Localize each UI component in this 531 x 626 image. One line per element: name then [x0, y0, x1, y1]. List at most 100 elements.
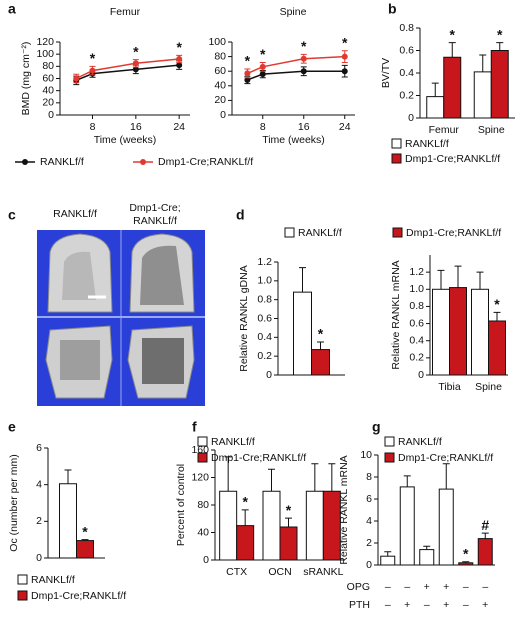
panel-letter: c: [8, 207, 16, 223]
significance-mark: *: [450, 26, 456, 42]
legend-swatch: [197, 436, 208, 447]
y-axis-label: BMD (mg cm⁻²): [20, 42, 32, 116]
y-tick-label: 0: [48, 109, 54, 121]
y-tick-label: 40: [42, 84, 54, 96]
bar: [311, 349, 330, 376]
y-tick-label: 0.2: [409, 352, 424, 364]
row-value: –: [463, 599, 469, 611]
x-axis-label: Time (weeks): [262, 134, 325, 146]
x-tick-label: Spine: [475, 381, 502, 393]
y-tick-label: 0: [408, 112, 414, 124]
data-point: [89, 67, 96, 74]
legend-label: Dmp1-Cre;RANKLf/f: [158, 156, 253, 168]
y-tick-label: 0.6: [409, 317, 424, 329]
significance-mark: #: [481, 517, 489, 533]
y-tick-label: 0.6: [399, 44, 414, 56]
error-bar: [311, 463, 319, 492]
data-point: [176, 62, 183, 69]
series-line: [247, 70, 345, 81]
y-tick-label: 0: [266, 369, 272, 381]
row-value: +: [482, 599, 488, 611]
row-value: +: [443, 599, 449, 611]
bar: [443, 56, 462, 119]
error-bar: [437, 269, 445, 290]
error-bar: [328, 463, 336, 492]
row-value: –: [385, 599, 391, 611]
significance-mark: *: [342, 34, 348, 50]
data-point: [244, 76, 251, 83]
y-axis-label: Percent of control: [175, 464, 187, 546]
row-value: –: [404, 581, 410, 593]
bar: [59, 483, 77, 559]
y-tick-label: 80: [197, 499, 209, 511]
significance-mark: *: [242, 494, 248, 510]
y-tick-label: 0.2: [399, 89, 414, 101]
y-tick-label: 4: [36, 478, 42, 490]
error-bar: [299, 267, 306, 293]
x-tick-label: 8: [260, 121, 266, 133]
error-bar: [423, 545, 431, 550]
error-bar: [64, 469, 72, 484]
x-tick-label: Tibia: [438, 381, 461, 393]
image-label: RANKLf/f: [53, 208, 97, 220]
y-tick-label: 0.8: [399, 22, 414, 34]
y-tick-label: 4: [366, 515, 372, 527]
significance-mark: *: [133, 43, 139, 59]
y-tick-label: 0: [203, 554, 209, 566]
trabecular: [140, 245, 184, 305]
legend-label: Dmp1-Cre;RANKLf/f: [211, 452, 306, 464]
legend-label: RANKLf/f: [405, 138, 449, 150]
x-tick-label: 16: [130, 121, 142, 133]
image-label: Dmp1-Cre;: [129, 202, 180, 214]
legend-swatch: [17, 590, 28, 601]
bar: [76, 540, 94, 559]
bar: [449, 287, 467, 376]
legend-marker: [140, 159, 146, 165]
trabecular: [142, 338, 184, 384]
significance-mark: *: [463, 545, 469, 561]
data-point: [341, 68, 348, 75]
legend-label: RANKLf/f: [31, 574, 75, 586]
y-tick-label: 1.2: [257, 256, 272, 268]
legend-swatch: [391, 153, 402, 164]
legend-label: RANKLf/f: [40, 156, 84, 168]
data-point: [300, 68, 307, 75]
y-tick-label: 60: [214, 65, 226, 77]
data-point: [341, 53, 348, 60]
legend-swatch: [392, 227, 403, 238]
bar: [380, 555, 396, 566]
y-tick-label: 2: [366, 537, 372, 549]
error-bar: [224, 456, 232, 492]
legend-swatch: [391, 138, 402, 149]
y-tick-label: 6: [366, 493, 372, 505]
panel-letter: g: [372, 419, 381, 435]
legend-swatch: [384, 436, 395, 447]
panel-c-image: c RANKLf/f Dmp1-Cre; RANKLf/f: [8, 202, 205, 406]
panel-letter: e: [8, 419, 16, 435]
y-tick-label: 0.8: [257, 293, 272, 305]
legend-swatch: [17, 574, 28, 585]
y-tick-label: 60: [42, 72, 54, 84]
y-tick-label: 0: [418, 369, 424, 381]
y-tick-label: 120: [191, 471, 209, 483]
legend-swatch: [384, 452, 395, 463]
chart-title: Spine: [280, 6, 307, 18]
error-bar: [403, 475, 411, 487]
y-tick-label: 1.2: [409, 266, 424, 278]
bar: [219, 490, 238, 561]
error-bar: [479, 54, 487, 72]
x-axis-label: Time (weeks): [94, 134, 157, 146]
error-bar: [268, 468, 275, 492]
row-value: –: [385, 581, 391, 593]
legend-swatch: [284, 227, 295, 238]
y-tick-label: 120: [36, 36, 54, 48]
legend-label: Dmp1-Cre;RANKLf/f: [405, 153, 500, 165]
row-label: OPG: [347, 581, 370, 593]
y-tick-label: 1.0: [409, 283, 424, 295]
y-tick-label: 1.0: [257, 275, 272, 287]
significance-mark: *: [318, 326, 324, 342]
error-bar: [431, 82, 439, 97]
trabecular: [60, 340, 100, 380]
bar: [293, 291, 312, 376]
y-tick-label: 0.4: [409, 334, 424, 346]
